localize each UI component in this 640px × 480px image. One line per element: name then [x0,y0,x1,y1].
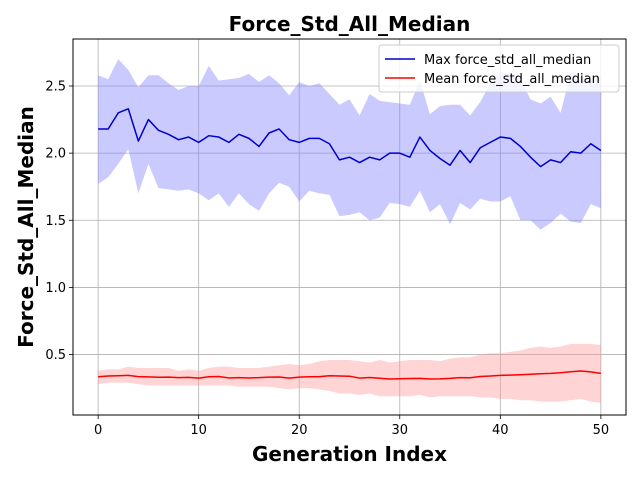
x-tick-label: 40 [492,423,509,438]
x-tick-label: 50 [593,423,610,438]
legend-box [378,44,620,93]
legend-label-max: Max force_std_all_median [424,53,591,68]
axis-ticks: 0 10 20 30 40 50 0.5 1.0 1.5 2.0 2.5 [45,80,609,439]
series-lines [98,108,602,380]
y-tick-label: 2.0 [45,147,66,162]
y-axis-label: Force_Std_All_Median [14,106,38,348]
x-tick-label: 30 [391,423,408,438]
plot-frame [72,38,627,416]
x-tick-label: 20 [291,423,308,438]
series-line-max [98,108,602,168]
confidence-bands [98,59,601,403]
y-tick-label: 1.0 [45,281,66,296]
x-tick-label: 0 [94,423,102,438]
x-axis-label: Generation Index [252,442,447,466]
band-mean [98,343,601,403]
band-max [98,59,601,230]
y-tick-label: 0.5 [45,348,66,363]
x-tick-label: 10 [190,423,207,438]
y-tick-label: 1.5 [45,214,66,229]
legend-label-mean: Mean force_std_all_median [424,72,600,87]
series-line-mean [98,370,601,380]
chart-title: Force_Std_All_Median [229,12,471,36]
legend: Max force_std_all_median Mean force_std_… [378,44,620,93]
y-tick-label: 2.5 [45,80,66,95]
